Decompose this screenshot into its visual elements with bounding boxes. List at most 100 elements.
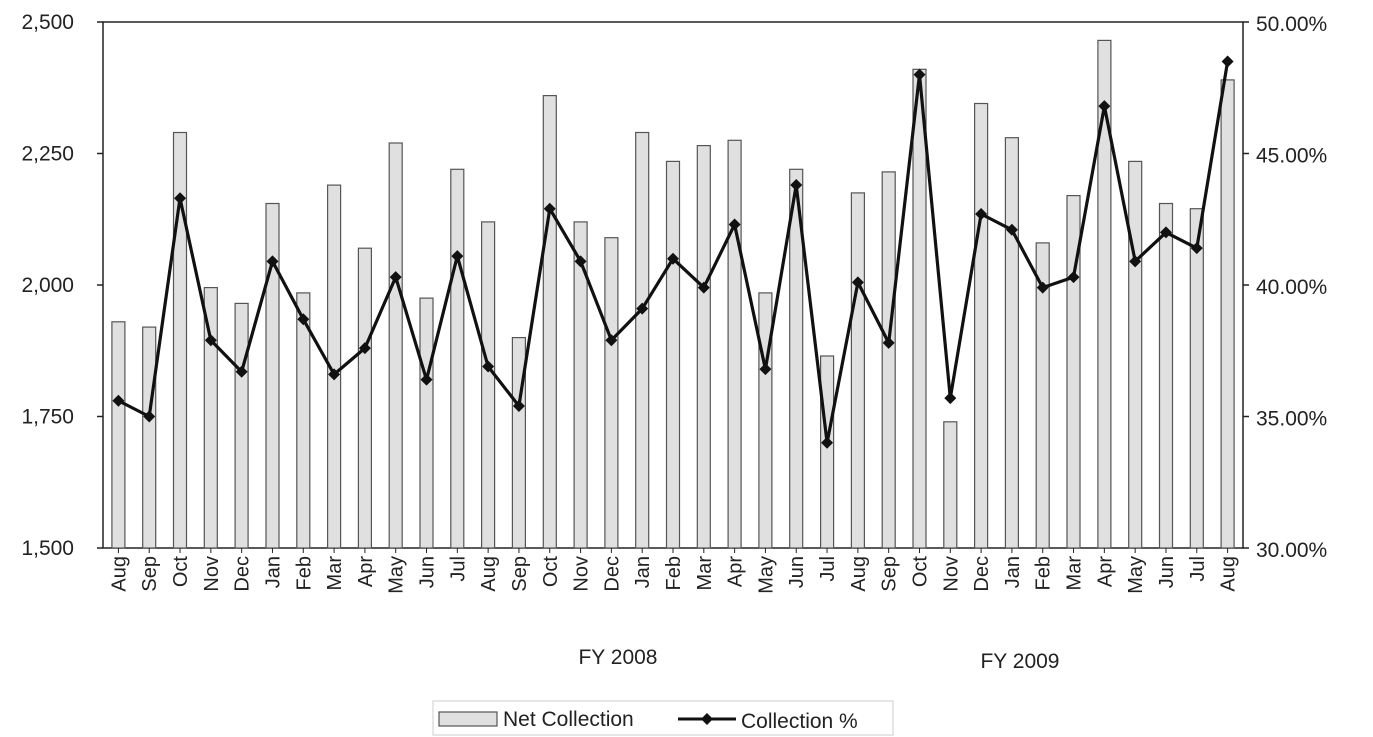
point bbox=[1098, 100, 1111, 113]
category-label: Jan bbox=[1002, 556, 1024, 588]
point bbox=[1129, 255, 1142, 268]
bar bbox=[450, 168, 465, 549]
category-label: Jan bbox=[263, 556, 285, 588]
bar bbox=[1097, 39, 1112, 549]
category-label: Apr bbox=[725, 556, 747, 587]
category-label: Feb bbox=[293, 556, 315, 590]
bar bbox=[388, 142, 403, 549]
category-label: Oct bbox=[910, 556, 932, 588]
legend-swatch-net-collection bbox=[438, 711, 498, 727]
group-label-fy2009: FY 2009 bbox=[980, 650, 1059, 673]
bar bbox=[696, 145, 711, 549]
point bbox=[605, 334, 618, 347]
category-label: Jun bbox=[417, 556, 439, 588]
bar bbox=[635, 131, 650, 549]
point bbox=[112, 394, 125, 407]
legend: Net Collection Collection % bbox=[432, 700, 894, 736]
bar bbox=[1128, 160, 1143, 549]
point bbox=[266, 255, 279, 268]
point bbox=[975, 207, 988, 220]
bar bbox=[481, 221, 496, 549]
point bbox=[790, 179, 803, 192]
category-label: Jun bbox=[786, 556, 808, 588]
point bbox=[204, 334, 217, 347]
point bbox=[297, 313, 310, 326]
point bbox=[1190, 242, 1203, 255]
category-label: Oct bbox=[170, 556, 192, 588]
bar bbox=[604, 237, 619, 549]
bar bbox=[142, 326, 157, 549]
category-label: Jul bbox=[1187, 556, 1209, 582]
point bbox=[451, 250, 464, 263]
point bbox=[482, 360, 495, 373]
line-group bbox=[112, 55, 1234, 449]
category-label: Sep bbox=[879, 556, 901, 592]
category-label: Apr bbox=[355, 556, 377, 587]
legend-label-collection-pct: Collection % bbox=[741, 710, 858, 733]
point bbox=[1036, 281, 1049, 294]
category-label: Mar bbox=[1064, 556, 1086, 591]
category-label: Aug bbox=[848, 556, 870, 592]
bar bbox=[542, 94, 557, 549]
left-axis: 1,500 1,750 2,000 2,250 2,500 bbox=[21, 11, 103, 560]
category-label: Jul bbox=[447, 556, 469, 582]
bar bbox=[912, 68, 927, 549]
bar bbox=[357, 247, 372, 549]
bar bbox=[1004, 137, 1020, 549]
tick-label: 35.00% bbox=[1256, 408, 1327, 431]
bar bbox=[265, 202, 280, 549]
tick-label: 1,500 bbox=[21, 537, 74, 560]
point bbox=[174, 192, 187, 205]
point bbox=[358, 342, 371, 355]
category-label: Sep bbox=[139, 556, 161, 592]
point bbox=[944, 392, 957, 405]
tick-label: 1,750 bbox=[21, 406, 74, 429]
point bbox=[543, 202, 556, 215]
bar bbox=[234, 302, 249, 549]
bar bbox=[973, 102, 989, 549]
category-label: Aug bbox=[108, 556, 130, 592]
category-label: Nov bbox=[940, 556, 962, 592]
category-label: Sep bbox=[509, 556, 531, 592]
category-label: Feb bbox=[663, 556, 685, 590]
point bbox=[1005, 223, 1018, 236]
category-label: Aug bbox=[478, 556, 500, 592]
category-label: May bbox=[755, 556, 777, 594]
point bbox=[143, 410, 156, 423]
point bbox=[636, 302, 649, 315]
tick-label: 2,250 bbox=[21, 143, 74, 166]
point bbox=[235, 365, 248, 378]
legend-swatch-marker bbox=[701, 713, 713, 725]
bar bbox=[850, 192, 866, 549]
point bbox=[851, 276, 864, 289]
point bbox=[1221, 55, 1234, 68]
category-label: Dec bbox=[601, 556, 623, 592]
bar bbox=[1189, 208, 1204, 549]
point bbox=[1067, 271, 1080, 284]
point bbox=[821, 436, 834, 449]
point bbox=[389, 271, 402, 284]
category-label: Nov bbox=[571, 556, 593, 592]
group-label-fy2008: FY 2008 bbox=[578, 646, 657, 669]
point bbox=[913, 68, 926, 81]
bar bbox=[1158, 202, 1174, 549]
bar bbox=[819, 355, 835, 549]
category-label: Jul bbox=[817, 556, 839, 582]
category-label: Oct bbox=[540, 556, 562, 588]
bar bbox=[419, 297, 434, 549]
bar bbox=[111, 321, 126, 549]
point bbox=[512, 399, 525, 412]
tick-label: 30.00% bbox=[1256, 539, 1327, 562]
point bbox=[328, 368, 341, 381]
point bbox=[728, 218, 741, 231]
tick-label: 40.00% bbox=[1256, 276, 1327, 299]
x-axis: Aug Sep Oct Nov Dec Jan Feb Mar Apr May Jun Jul Aug S… bbox=[108, 548, 1240, 594]
category-label: Nov bbox=[201, 556, 223, 592]
point bbox=[697, 281, 710, 294]
legend-label-net-collection: Net Collection bbox=[503, 708, 634, 731]
category-label: Jun bbox=[1156, 556, 1178, 588]
point bbox=[1159, 226, 1172, 239]
legend-border bbox=[432, 700, 894, 736]
point bbox=[420, 373, 433, 386]
